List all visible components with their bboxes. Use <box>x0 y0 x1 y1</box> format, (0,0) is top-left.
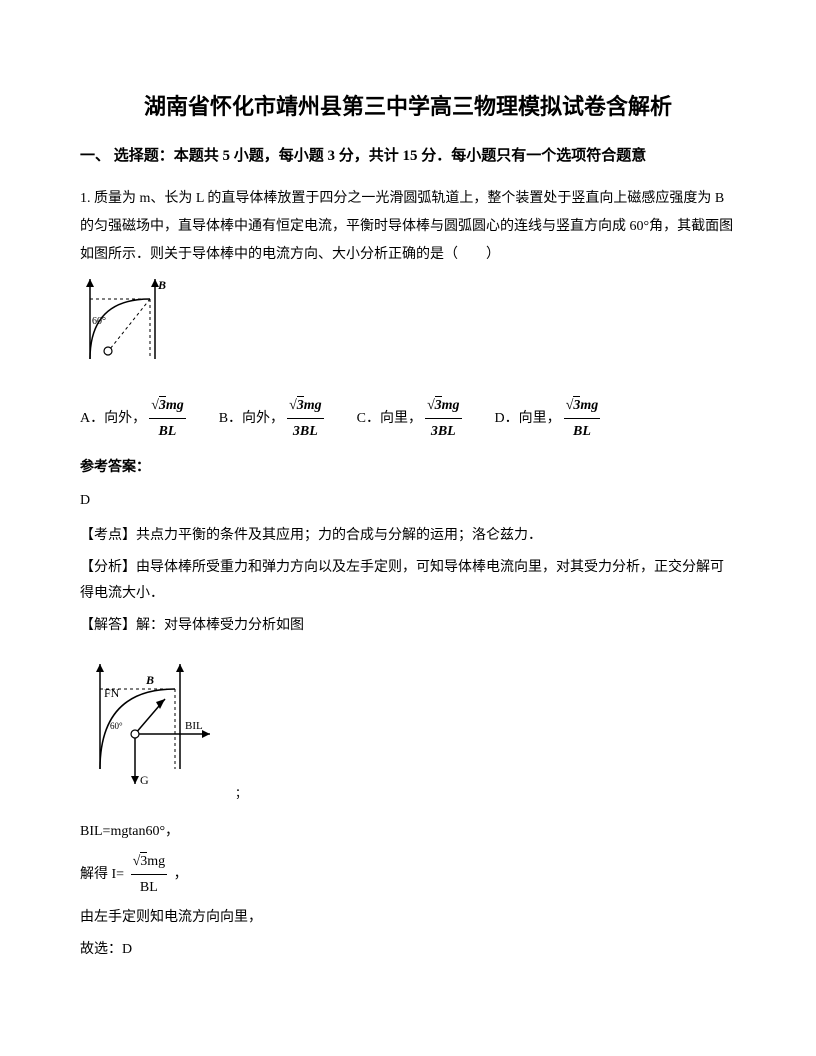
d2-angle-label: 60° <box>110 721 123 731</box>
option-B-fraction: √3mg 3BL <box>287 393 324 444</box>
option-C-prefix: C．向里， <box>357 406 422 431</box>
option-A-prefix: A．向外， <box>80 406 146 431</box>
option-A-numerator: √3mg <box>149 393 186 419</box>
formula-suffix: ， <box>174 867 188 882</box>
option-A-denominator: BL <box>149 419 186 444</box>
formula-fraction: √3mg BL <box>131 849 168 900</box>
d2-BIL-label: BIL <box>185 720 203 732</box>
d2-BIL-arrow <box>202 730 210 738</box>
formula-prefix: 解得 <box>80 867 108 882</box>
option-A: A．向外， √3mg BL <box>80 393 189 444</box>
option-C-denominator: 3BL <box>425 419 462 444</box>
question-number: 1. <box>80 191 91 206</box>
option-row: A．向外， √3mg BL B．向外， √3mg 3BL C．向里， √3mg … <box>80 393 736 444</box>
option-D-fraction: √3mg BL <box>564 393 601 444</box>
answer-label: 参考答案： <box>80 455 736 480</box>
d2-left-arrow-head <box>96 664 104 672</box>
formula-denominator: BL <box>131 875 168 900</box>
option-B-numerator: √3mg <box>287 393 324 419</box>
left-arrow-head <box>86 279 94 287</box>
option-D-denominator: BL <box>564 419 601 444</box>
arc-curve <box>90 299 150 359</box>
force-analysis-diagram: FN B BIL G 60° ； <box>80 649 736 808</box>
d2-semicolon: ； <box>235 786 247 799</box>
conclusion-direction: 由左手定则知电流方向向里， <box>80 905 736 932</box>
d2-right-arrow-head <box>176 664 184 672</box>
label-B: B <box>157 278 166 292</box>
option-B-denominator: 3BL <box>287 419 324 444</box>
option-B-prefix: B．向外， <box>219 406 284 431</box>
d2-conductor <box>131 730 139 738</box>
d2-FN-label: FN <box>104 686 120 700</box>
d2-B-label: B <box>145 673 154 687</box>
question-body: 质量为 m、长为 L 的直导体棒放置于四分之一光滑圆弧轨道上，整个装置处于竖直向… <box>80 191 733 262</box>
fenxi-line: 【分析】由导体棒所受重力和弹力方向以及左手定则，可知导体棒电流向里，对其受力分析… <box>80 555 736 608</box>
section-header: 一、 选择题：本题共 5 小题，每小题 3 分，共计 15 分．每小题只有一个选… <box>80 143 736 170</box>
option-D-prefix: D．向里， <box>495 406 561 431</box>
option-D: D．向里， √3mg BL <box>495 393 604 444</box>
angle-label-1: 60° <box>92 316 106 327</box>
conductor-dot <box>104 347 112 355</box>
formula-BIL: BIL=mgtan60°， <box>80 819 736 844</box>
option-A-fraction: √3mg BL <box>149 393 186 444</box>
force-diagram-svg: FN B BIL G 60° ； <box>80 649 260 799</box>
formula-I-eq: I= <box>112 867 125 882</box>
kaodian-line: 【考点】共点力平衡的条件及其应用；力的合成与分解的运用；洛仑兹力． <box>80 523 736 550</box>
option-D-numerator: √3mg <box>564 393 601 419</box>
formula-result: 解得 I= √3mg BL ， <box>80 849 736 900</box>
formula-numerator: √3mg <box>131 849 168 875</box>
option-C-fraction: √3mg 3BL <box>425 393 462 444</box>
arc-track-diagram: B 60° <box>80 274 180 374</box>
document-title: 湖南省怀化市靖州县第三中学高三物理模拟试卷含解析 <box>80 90 736 123</box>
final-answer: 故选：D <box>80 937 736 964</box>
question-diagram-1: B 60° <box>80 274 736 383</box>
jieda-label-line: 【解答】解：对导体棒受力分析如图 <box>80 613 736 640</box>
d2-G-label: G <box>140 773 149 787</box>
option-C-numerator: √3mg <box>425 393 462 419</box>
question-text: 1. 质量为 m、长为 L 的直导体棒放置于四分之一光滑圆弧轨道上，整个装置处于… <box>80 185 736 269</box>
d2-G-arrow <box>131 776 139 784</box>
option-C: C．向里， √3mg 3BL <box>357 393 465 444</box>
option-B: B．向外， √3mg 3BL <box>219 393 327 444</box>
answer-letter: D <box>80 488 736 513</box>
